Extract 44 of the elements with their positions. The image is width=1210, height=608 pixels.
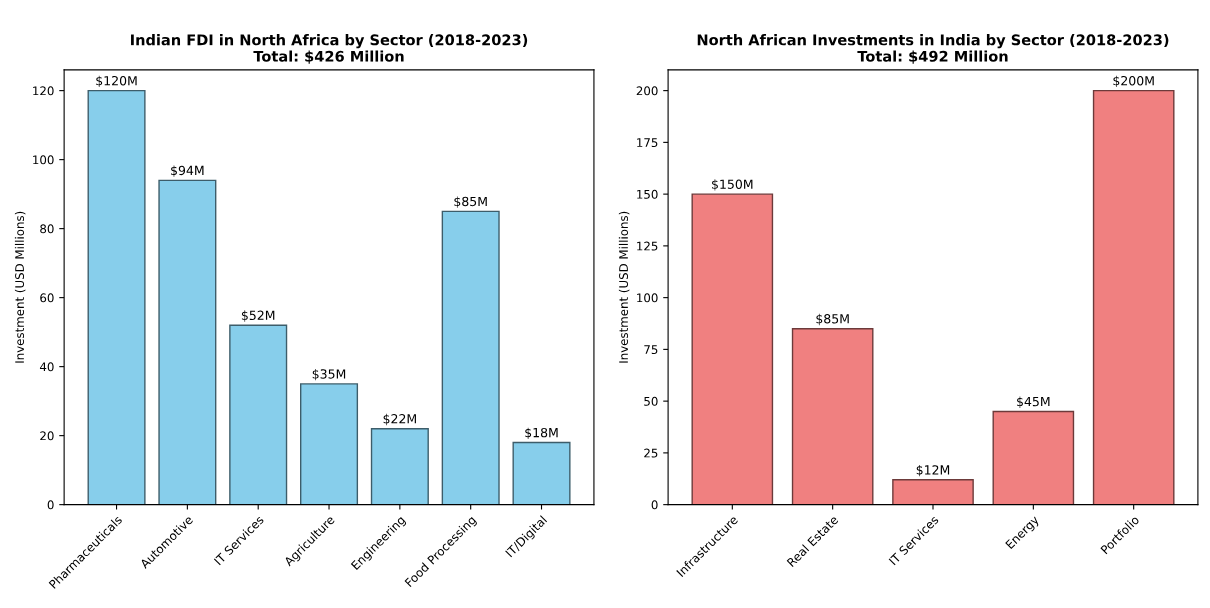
data-label: $85M	[816, 313, 849, 326]
y-tick-label: 25	[644, 448, 658, 458]
data-label: $85M	[454, 196, 487, 208]
bar	[441, 210, 500, 505]
data-label: $94M	[171, 165, 204, 177]
y-tick-label: 0	[651, 500, 658, 510]
bar	[691, 193, 774, 505]
bar	[229, 324, 288, 505]
y-tick-label: 60	[40, 293, 54, 303]
bar	[512, 441, 571, 505]
bar	[158, 179, 217, 505]
y-tick-label: 100	[33, 155, 54, 165]
y-tick-label: 100	[637, 293, 658, 303]
data-label: $45M	[1017, 396, 1050, 408]
y-tick-label: 75	[644, 345, 658, 355]
bar	[300, 383, 359, 505]
y-tick-label: 200	[636, 86, 658, 96]
bar	[1092, 89, 1175, 505]
y-tick-label: 150	[637, 189, 658, 199]
data-label: $52M	[241, 310, 275, 322]
bar	[87, 89, 146, 505]
y-tick-label: 0	[47, 500, 54, 510]
data-label: $22M	[383, 413, 416, 426]
data-label: $200M	[1113, 75, 1154, 88]
y-tick-label: 50	[644, 396, 658, 406]
bar	[992, 410, 1075, 505]
y-tick-label: 20	[40, 431, 54, 441]
bar	[892, 479, 974, 505]
y-tick-label: 80	[40, 224, 54, 234]
y-axis-title: Investment (USD Millions)	[14, 211, 26, 363]
y-tick-label: 125	[637, 241, 658, 251]
chart-title: North African Investments in India by Sector (2018-2023) Total: $492 Million	[697, 34, 1169, 64]
y-axis-title: Investment (USD Millions)	[618, 211, 630, 363]
bar	[370, 428, 429, 505]
data-label: $120M	[96, 75, 137, 88]
data-label: $12M	[916, 464, 950, 477]
data-label: $18M	[525, 427, 558, 439]
data-label: $35M	[312, 369, 346, 381]
chart-title: Indian FDI in North Africa by Sector (2018-2023) Total: $426 Million	[131, 34, 528, 64]
y-tick-label: 175	[637, 138, 658, 148]
data-label: $150M	[712, 179, 753, 191]
bar	[791, 327, 874, 505]
y-tick-label: 120	[33, 86, 54, 96]
y-tick-label: 40	[39, 362, 54, 372]
